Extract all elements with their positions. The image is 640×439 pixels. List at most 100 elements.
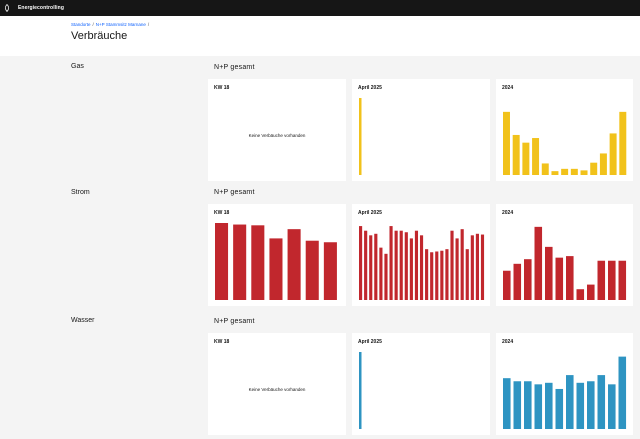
chart-bar[interactable] (513, 263, 522, 300)
chart-bar[interactable] (503, 378, 511, 429)
card-wasser-month[interactable]: April 2025 (352, 333, 490, 435)
chart-bar[interactable] (587, 284, 595, 300)
card-title: 2024 (502, 85, 514, 91)
card-wasser-year[interactable]: 2024 (496, 333, 633, 435)
chart-bar[interactable] (374, 233, 378, 300)
chart-bar[interactable] (287, 229, 301, 300)
chart-bar[interactable] (394, 230, 398, 300)
page-header: Standorte / N+P Stammsitz Marnane / Verbräu… (0, 16, 640, 56)
chart-bar[interactable] (541, 163, 549, 175)
chart-bar[interactable] (435, 251, 439, 300)
breadcrumb-link-site[interactable]: N+P Stammsitz Marnane (95, 22, 146, 27)
chart-bar[interactable] (430, 252, 434, 300)
chart-bar[interactable] (524, 381, 532, 429)
card-gas-month[interactable]: April 2025 (352, 79, 490, 181)
breadcrumb-separator: / (147, 22, 150, 27)
card-title: April 2025 (358, 210, 382, 216)
chart-bar[interactable] (551, 171, 559, 175)
card-strom-year[interactable]: 2024 (496, 204, 633, 306)
chart-bar[interactable] (545, 246, 553, 300)
chart-bar[interactable] (576, 382, 585, 429)
chart-bar[interactable] (480, 234, 485, 300)
chart-bar[interactable] (425, 249, 429, 300)
chart-bar[interactable] (570, 168, 578, 175)
bar-chart-strom-month (359, 226, 485, 300)
chart-bar[interactable] (618, 260, 627, 300)
chart-bar[interactable] (609, 133, 617, 175)
chart-bar[interactable] (503, 111, 510, 175)
chart-bar[interactable] (590, 162, 598, 175)
chart-bar[interactable] (513, 381, 522, 429)
chart-bar[interactable] (269, 238, 283, 300)
chart-bar[interactable] (524, 259, 532, 300)
card-strom-week[interactable]: KW 18 (208, 204, 346, 306)
card-gas-week[interactable]: KW 18 Keine Verbäuche vorhanden (208, 79, 346, 181)
chart-bar[interactable] (619, 111, 627, 175)
chart-bar[interactable] (233, 224, 247, 300)
chart-bar[interactable] (384, 253, 388, 300)
chart-bar[interactable] (534, 384, 543, 429)
group-label-strom: N+P gesamt (214, 189, 255, 196)
app-logo-icon[interactable] (4, 4, 10, 12)
chart-bar[interactable] (440, 250, 444, 300)
chart-bar[interactable] (215, 223, 229, 300)
chart-bar[interactable] (566, 375, 574, 429)
breadcrumb: Standorte / N+P Stammsitz Marnane / (71, 22, 151, 27)
bar-chart-strom-year (503, 226, 627, 300)
chart-bar[interactable] (369, 235, 373, 300)
chart-bar[interactable] (399, 230, 403, 300)
chart-bar[interactable] (475, 233, 479, 300)
card-title: April 2025 (358, 85, 382, 91)
card-title: KW 18 (214, 85, 230, 91)
chart-bar[interactable] (566, 256, 574, 300)
chart-bar[interactable] (359, 98, 362, 175)
chart-bar[interactable] (555, 257, 564, 300)
chart-bar[interactable] (608, 260, 616, 300)
chart-bar[interactable] (379, 247, 383, 300)
app-title[interactable]: Energiecontrolling (18, 5, 64, 11)
chart-bar[interactable] (608, 384, 616, 429)
chart-bar[interactable] (414, 230, 419, 300)
top-bar: Energiecontrolling (0, 0, 640, 16)
chart-bar[interactable] (460, 229, 464, 300)
bar-chart-wasser-month (359, 352, 362, 429)
chart-bar[interactable] (587, 381, 595, 429)
chart-bar[interactable] (359, 352, 362, 429)
chart-bar[interactable] (522, 142, 530, 175)
chart-bar[interactable] (389, 226, 393, 300)
chart-bar[interactable] (618, 356, 627, 429)
chart-bar[interactable] (599, 153, 607, 175)
chart-bar[interactable] (545, 382, 553, 429)
chart-bar[interactable] (580, 170, 588, 175)
card-title: April 2025 (358, 339, 382, 345)
page-title: Verbräuche (71, 30, 128, 42)
chart-bar[interactable] (534, 226, 543, 300)
chart-bar[interactable] (532, 138, 540, 175)
card-wasser-week[interactable]: KW 18 Keine Verbäuche vorhanden (208, 333, 346, 435)
chart-bar[interactable] (445, 249, 449, 300)
chart-bar[interactable] (404, 232, 408, 300)
chart-bar[interactable] (409, 238, 413, 300)
chart-bar[interactable] (359, 226, 363, 300)
chart-bar[interactable] (364, 230, 368, 300)
card-title: KW 18 (214, 210, 230, 216)
chart-bar[interactable] (455, 238, 459, 300)
chart-bar[interactable] (419, 235, 424, 300)
chart-bar[interactable] (251, 225, 265, 300)
chart-bar[interactable] (597, 260, 606, 300)
chart-bar[interactable] (512, 134, 520, 175)
breadcrumb-link-standorte[interactable]: Standorte (71, 22, 91, 27)
chart-bar[interactable] (576, 289, 585, 300)
bar-chart-gas-month (359, 98, 362, 175)
chart-bar[interactable] (305, 240, 319, 300)
chart-bar[interactable] (597, 375, 606, 429)
card-gas-year[interactable]: 2024 (496, 79, 633, 181)
chart-bar[interactable] (555, 388, 564, 429)
chart-bar[interactable] (465, 249, 469, 300)
chart-bar[interactable] (561, 168, 569, 175)
chart-bar[interactable] (450, 230, 454, 300)
chart-bar[interactable] (503, 270, 511, 300)
card-strom-month[interactable]: April 2025 (352, 204, 490, 306)
chart-bar[interactable] (470, 235, 474, 300)
chart-bar[interactable] (323, 242, 337, 300)
